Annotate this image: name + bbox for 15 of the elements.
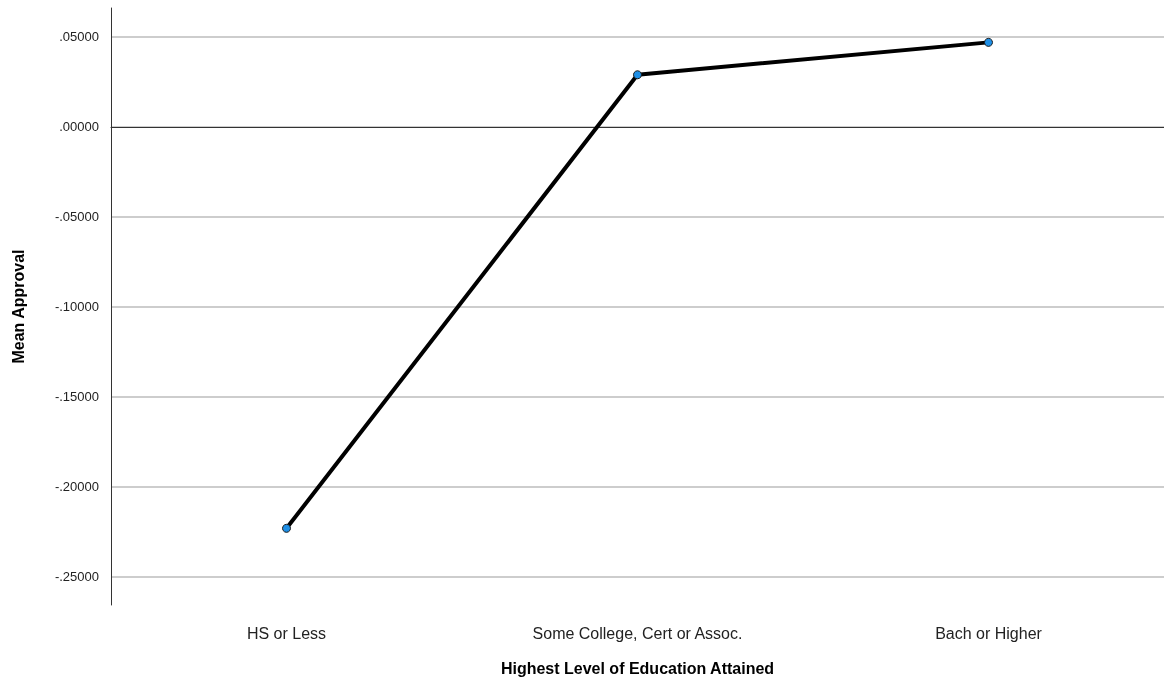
y-tick-label: .00000 xyxy=(59,119,99,135)
y-tick-label: .05000 xyxy=(59,29,99,45)
point xyxy=(984,37,993,47)
y-tick-label: -.15000 xyxy=(54,389,99,405)
x-axis-title: Highest Level of Education Attained xyxy=(500,659,775,677)
x-tick-label: HS or Less xyxy=(246,624,327,642)
y-axis-title: Mean Approval xyxy=(9,249,27,364)
point xyxy=(282,523,291,533)
y-tick-label: -.10000 xyxy=(54,299,99,315)
y-tick-label: -.20000 xyxy=(54,479,99,495)
y-tick-label: -.05000 xyxy=(54,209,99,225)
x-tick-label: Bach or Higher xyxy=(935,624,1043,642)
x-tick-label: Some College, Cert or Assoc. xyxy=(532,624,743,642)
y-tick-label: -.25000 xyxy=(54,569,99,585)
point xyxy=(633,70,642,80)
